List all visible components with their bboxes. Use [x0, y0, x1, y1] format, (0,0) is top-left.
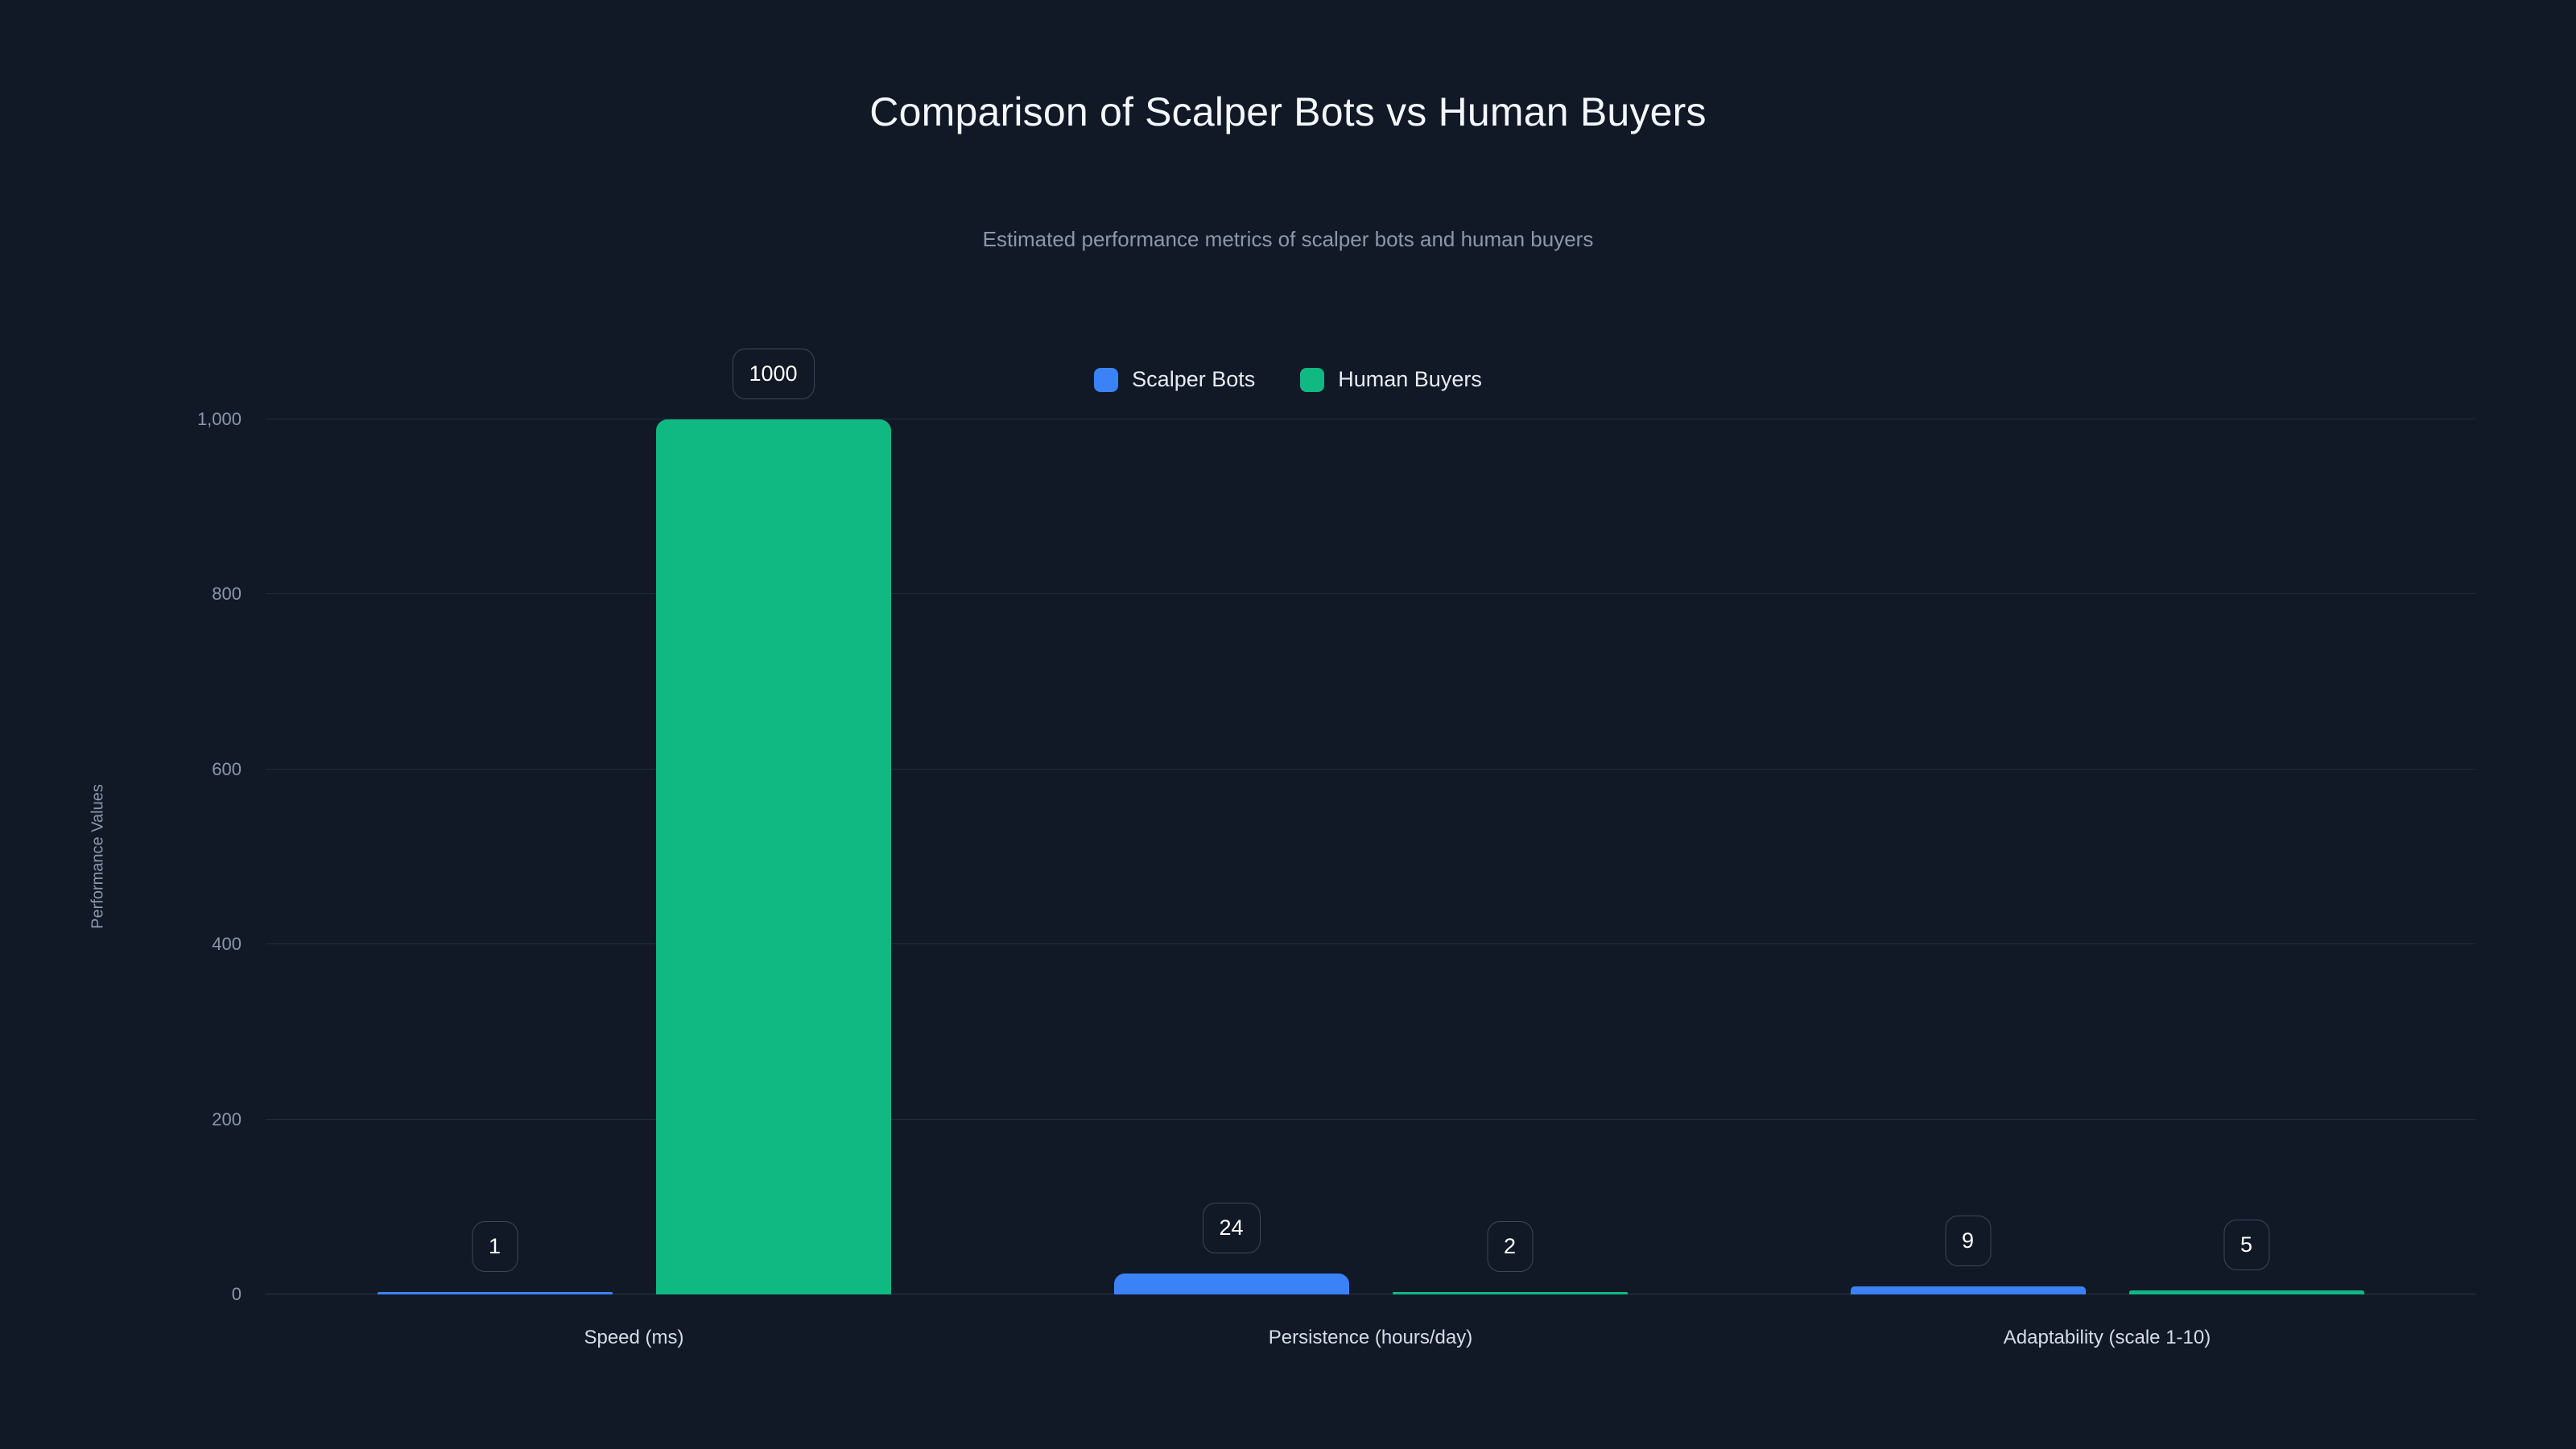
bar-value-label: 2 [1486, 1221, 1534, 1272]
y-axis-tick-label: 400 [212, 934, 242, 955]
chart-title: Comparison of Scalper Bots vs Human Buye… [869, 89, 1707, 134]
x-axis-category-label: Persistence (hours/day) [1268, 1327, 1473, 1348]
bar-human-buyers[interactable] [2128, 1290, 2364, 1294]
bar-value-label: 24 [1202, 1202, 1261, 1253]
x-axis-category-label: Adaptability (scale 1-10) [2003, 1327, 2211, 1348]
gridline [266, 943, 2475, 945]
plot-area [266, 419, 2475, 1294]
legend-item-human-buyers[interactable]: Human Buyers [1300, 367, 1482, 392]
bar-value-label: 1000 [732, 349, 815, 399]
legend-item-label: Human Buyers [1338, 367, 1482, 391]
y-axis-tick-label: 0 [231, 1284, 242, 1304]
y-axis-tick-label: 1,000 [196, 409, 242, 429]
bar-scalper-bots[interactable] [377, 1292, 613, 1294]
bar-scalper-bots[interactable] [1113, 1273, 1349, 1294]
bar-value-label: 1 [471, 1221, 518, 1272]
gridline [266, 1118, 2475, 1120]
x-axis-category-label: Speed (ms) [584, 1327, 684, 1348]
y-axis-title: Performance Values [89, 784, 107, 929]
legend-item-label: Scalper Bots [1132, 367, 1256, 391]
legend-item-scalper-bots[interactable]: Scalper Bots [1094, 367, 1255, 392]
y-axis-tick-label: 200 [212, 1108, 242, 1129]
chart-legend: Scalper Bots Human Buyers [0, 367, 2576, 392]
chart-subtitle: Estimated performance metrics of scalper… [982, 227, 1594, 251]
y-axis-tick-label: 800 [212, 584, 242, 605]
bar-value-label: 9 [1944, 1216, 1992, 1267]
bar-human-buyers[interactable] [655, 419, 891, 1294]
legend-swatch-icon [1300, 367, 1325, 392]
gridline [266, 593, 2475, 595]
bar-value-label: 5 [2223, 1219, 2270, 1270]
bar-human-buyers[interactable] [1392, 1292, 1628, 1294]
bar-scalper-bots[interactable] [1850, 1286, 2086, 1294]
y-axis-tick-label: 600 [212, 758, 242, 779]
gridline [266, 768, 2475, 770]
legend-swatch-icon [1094, 367, 1119, 392]
